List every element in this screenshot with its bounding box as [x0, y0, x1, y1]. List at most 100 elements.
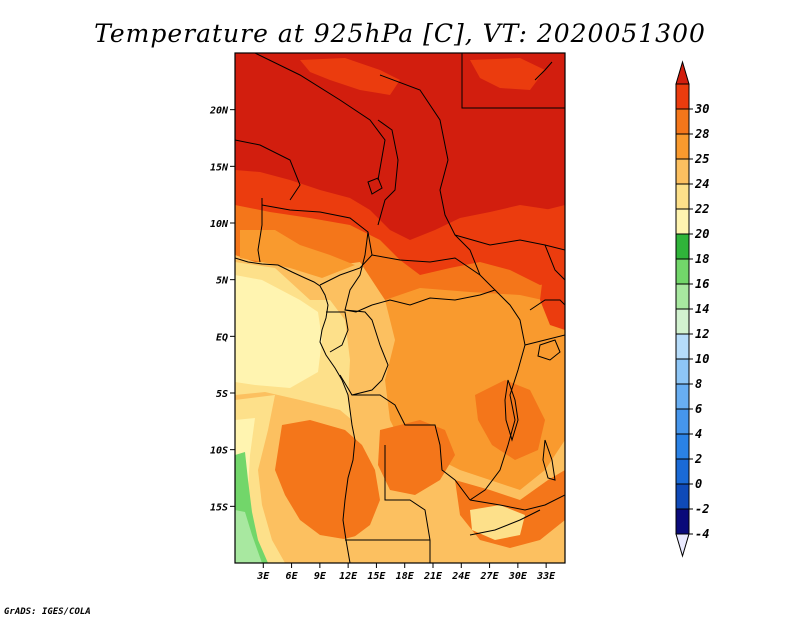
field-east-28-30 — [540, 205, 565, 330]
border-east-africa — [524, 334, 565, 346]
border-mali-niger — [235, 139, 301, 201]
colorbar-label: 0 — [695, 477, 702, 491]
colorbar-swatch — [675, 358, 690, 385]
colorbar-label: 6 — [695, 402, 702, 416]
grads-credit: GrADS: IGES/COLA — [4, 607, 91, 617]
lat-tick-label: 5S — [216, 389, 228, 400]
temperature-field — [235, 53, 565, 563]
colorbar-swatch — [675, 108, 690, 135]
lat-tick-label: 20N — [209, 106, 229, 117]
colorbar-label: 22 — [694, 202, 709, 216]
field-south-20-22 — [470, 505, 525, 540]
colorbar-top-arrow — [675, 60, 690, 85]
border-congo — [339, 309, 389, 396]
border-angola-zambia — [384, 445, 431, 563]
map-frame — [234, 52, 566, 564]
colorbar-label: 25 — [694, 152, 709, 166]
lon-tick-label: 27E — [480, 571, 500, 582]
colorbar-swatch — [675, 133, 690, 160]
border-drc-east — [469, 289, 526, 501]
map-title: Temperature at 925hPa [C], VT: 202005130… — [94, 19, 706, 48]
longitude-axis: 3E 6E 9E 12E 15E 18E 21E 24E 27E 30E 33E — [256, 563, 556, 582]
lon-tick-label: 24E — [451, 571, 471, 582]
lake-victoria — [537, 339, 561, 361]
field-katanga-25-28 — [378, 420, 455, 495]
field-sahara-28-30b — [470, 58, 545, 90]
colorbar-label: 12 — [695, 327, 709, 341]
border-niger-chad — [377, 119, 399, 226]
colorbar-label: 18 — [695, 252, 709, 266]
lat-tick-label: 5N — [216, 276, 229, 287]
border-sudan-ssudan — [454, 234, 565, 251]
field-benguela-14 — [235, 510, 262, 563]
border-cameroon — [344, 231, 373, 313]
colorbar-swatch — [675, 83, 690, 110]
border-libya-chad — [379, 74, 449, 161]
lat-tick-label: 15N — [210, 162, 229, 173]
lat-tick-label: 15S — [210, 502, 228, 513]
border-ssudan-ethiopia — [544, 244, 565, 281]
border-nigeria-niger — [257, 198, 263, 263]
colorbar-swatch — [675, 208, 690, 235]
lon-tick-label: 6E — [286, 571, 299, 582]
lake-tanganyika — [504, 379, 519, 442]
colorbar-swatch — [675, 158, 690, 185]
country-borders — [235, 53, 565, 563]
field-sahara-28-30 — [300, 58, 400, 95]
colorbar-label: 28 — [694, 127, 709, 141]
colorbar-swatch — [675, 408, 690, 435]
lon-tick-label: 30E — [508, 571, 528, 582]
colorbar-label: 8 — [695, 377, 702, 391]
colorbar-bottom-arrow — [675, 533, 690, 558]
colorbar-swatch — [675, 433, 690, 460]
colorbar-label: -2 — [695, 502, 709, 516]
lon-tick-label: 9E — [314, 571, 327, 582]
border-car — [371, 254, 496, 306]
coastline-west-africa — [235, 257, 356, 563]
border-zimbabwe — [469, 509, 541, 536]
field-ocean-18-20 — [235, 275, 322, 388]
colorbar-swatch — [675, 483, 690, 510]
field-sahara-30 — [235, 53, 565, 240]
border-zambia-mozambique — [469, 494, 565, 511]
lon-tick-label: 12E — [339, 571, 358, 582]
colorbar-swatch — [675, 308, 690, 335]
lon-tick-label: 18E — [396, 571, 415, 582]
colorbar-label: 14 — [695, 302, 709, 316]
latitude-axis: 20N 15N 10N 5N EQ 5S 10S 15S — [209, 106, 235, 513]
border-drc-angola — [352, 394, 471, 501]
colorbar-label: 20 — [694, 227, 709, 241]
lat-tick-label: EQ — [216, 332, 228, 343]
colorbar-swatch — [675, 233, 690, 260]
border-egypt-sudan — [461, 53, 565, 109]
colorbar-swatch — [675, 183, 690, 210]
colorbar-swatch — [675, 383, 690, 410]
border-gabon — [326, 311, 349, 353]
border-chad-sudan — [439, 159, 481, 276]
lake-chad — [367, 177, 383, 195]
lat-tick-label: 10S — [210, 446, 228, 457]
lon-tick-label: 15E — [367, 571, 386, 582]
lake-malawi — [542, 439, 556, 481]
colorbar-swatch — [675, 258, 690, 285]
colorbar-label: -4 — [695, 527, 709, 541]
colorbar-swatch — [675, 333, 690, 360]
colorbar-label: 2 — [694, 452, 702, 466]
colorbar-label: 30 — [694, 102, 709, 116]
field-sahel-24-25 — [240, 230, 355, 278]
colorbar-swatch — [675, 458, 690, 485]
lon-tick-label: 33E — [536, 571, 556, 582]
nile-red-sea — [534, 61, 553, 81]
lon-tick-label: 21E — [423, 571, 443, 582]
colorbar-label: 16 — [695, 277, 709, 291]
colorbar-label: 4 — [695, 427, 702, 441]
colorbar-label: 10 — [695, 352, 709, 366]
lat-tick-label: 10N — [210, 219, 229, 230]
colorbar-swatch — [675, 283, 690, 310]
colorbar-swatch — [675, 508, 690, 535]
lon-tick-label: 3E — [256, 571, 270, 582]
field-south-22-24 — [330, 530, 565, 563]
colorbar-label: 24 — [694, 177, 709, 191]
